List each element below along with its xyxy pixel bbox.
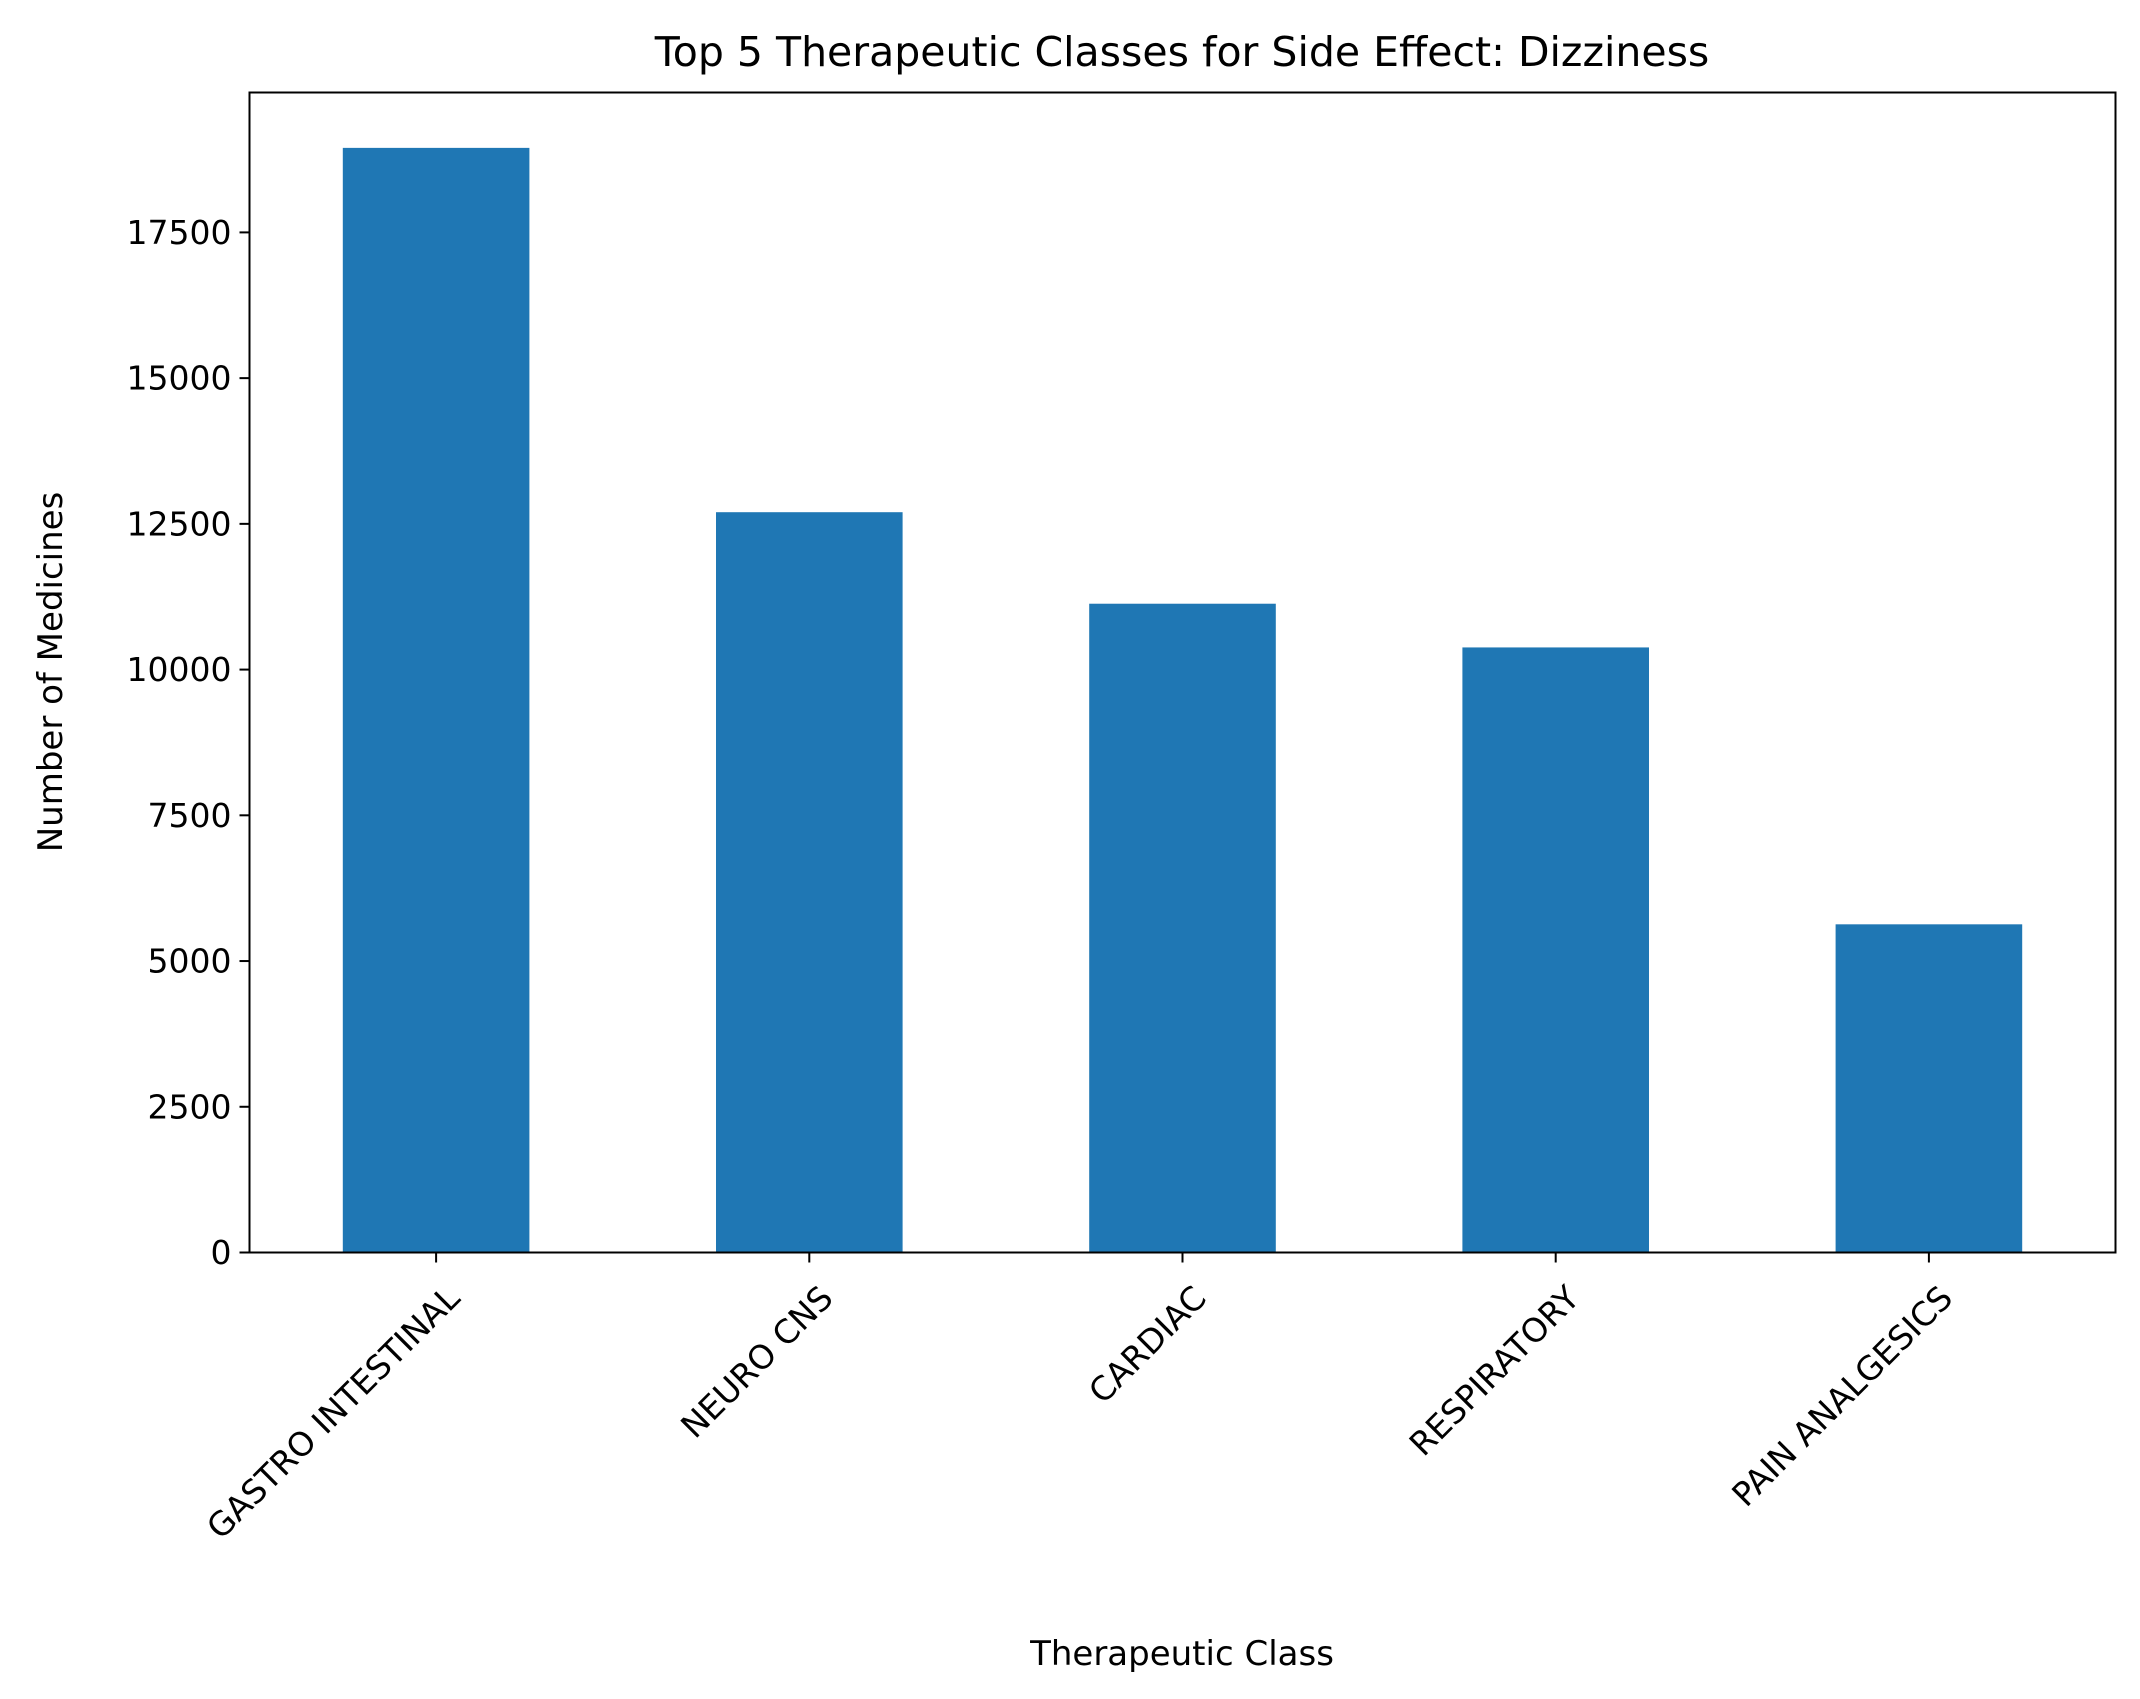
x-tick-label: RESPIRATORY <box>1402 1278 1588 1464</box>
x-tick-label: NEURO CNS <box>673 1278 840 1445</box>
x-tick-label: GASTRO INTESTINAL <box>199 1278 468 1547</box>
y-axis-ticks: 0 2500 5000 7500 10000 12500 15000 17500 <box>127 213 250 1272</box>
plot-frame <box>248 91 2117 1254</box>
x-tick-label: CARDIAC <box>1081 1278 1214 1411</box>
bar-cardiac <box>1089 603 1276 1253</box>
y-tick-label: 0 <box>211 1233 232 1272</box>
y-tick-label: 10000 <box>127 650 232 689</box>
y-tick-label: 17500 <box>127 213 232 252</box>
bar-neuro-cns <box>716 512 903 1253</box>
y-tick-label: 5000 <box>148 942 232 981</box>
bar-respiratory <box>1462 647 1649 1253</box>
bar-pain-analgesics <box>1835 924 2023 1253</box>
y-tick-label: 12500 <box>127 504 232 543</box>
x-tick-label: PAIN ANALGESICS <box>1724 1278 1960 1514</box>
y-tick-label: 7500 <box>148 796 232 835</box>
bars-layer <box>342 147 2023 1253</box>
chart-title: Top 5 Therapeutic Classes for Side Effec… <box>654 28 1710 76</box>
y-tick-label: 2500 <box>148 1087 232 1126</box>
y-tick-label: 15000 <box>127 359 232 398</box>
x-axis-title: Therapeutic Class <box>1029 1634 1334 1674</box>
bar-gastro-intestinal <box>342 147 530 1253</box>
x-axis-ticks: GASTRO INTESTINAL NEURO CNS CARDIAC RESPIRA… <box>199 1252 1960 1547</box>
y-axis-title: Number of Medicines <box>31 492 71 853</box>
